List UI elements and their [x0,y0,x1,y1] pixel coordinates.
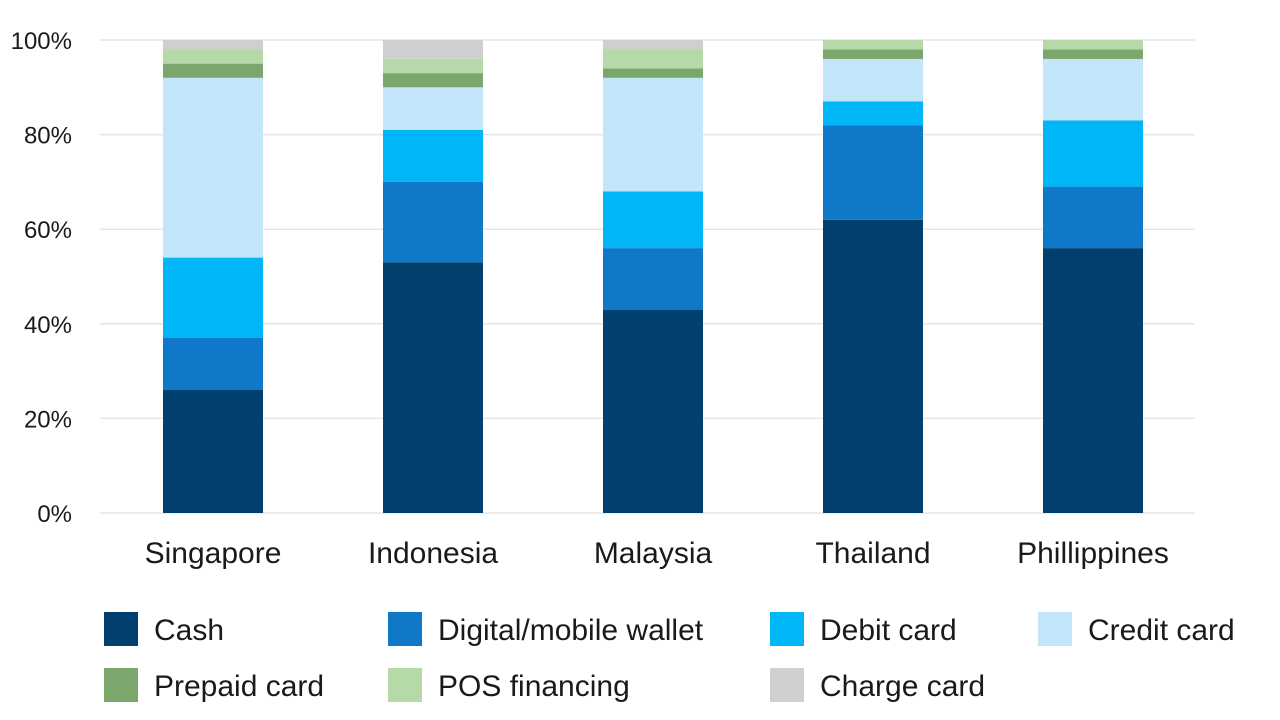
bar-segment-digital-mobile-wallet-malaysia [603,248,703,310]
x-axis-categories: Singapore Indonesia Malaysia Thailand Philli… [145,537,1169,570]
bar-segment-credit-card-phillippines [1043,58,1143,121]
legend-label: Prepaid card [154,670,324,703]
legend-label: Cash [154,614,224,647]
bar-segment-debit-card-singapore [163,257,263,338]
legend-swatch [104,668,138,702]
bar-segment-charge-card-malaysia [603,40,703,50]
y-tick-label: 40% [24,312,72,339]
bar-stack-indonesia [383,40,483,513]
legend-swatch [770,612,804,646]
bar-segment-prepaid-card-indonesia [383,73,483,88]
bar-segment-debit-card-thailand [823,101,923,126]
y-tick-label: 20% [24,406,72,433]
legend-item-pos-financing: POS financing [388,668,630,703]
bar-segment-digital-mobile-wallet-phillippines [1043,186,1143,249]
bar-segment-cash-phillippines [1043,248,1143,513]
bar-segment-cash-thailand [823,219,923,514]
bars [163,40,1143,514]
legend-swatch [388,668,422,702]
bar-segment-prepaid-card-malaysia [603,68,703,78]
bar-segment-pos-financing-malaysia [603,49,703,69]
bar-stack-malaysia [603,40,703,513]
bar-segment-prepaid-card-singapore [163,63,263,78]
legend-item-charge-card: Charge card [770,668,985,703]
x-category-label: Malaysia [594,537,713,570]
legend-label: POS financing [438,670,630,703]
legend-label: Charge card [820,670,985,703]
legend-label: Debit card [820,614,957,647]
bar-segment-pos-financing-indonesia [383,58,483,74]
bar-segment-digital-mobile-wallet-singapore [163,337,263,391]
bar-segment-credit-card-malaysia [603,77,703,192]
bar-segment-cash-indonesia [383,262,483,513]
legend-item-prepaid-card: Prepaid card [104,668,324,703]
legend-label: Credit card [1088,614,1235,647]
bar-segment-prepaid-card-thailand [823,49,923,59]
bar-segment-charge-card-indonesia [383,40,483,59]
bar-segment-prepaid-card-phillippines [1043,49,1143,59]
bar-segment-digital-mobile-wallet-thailand [823,125,923,220]
bar-segment-credit-card-thailand [823,58,923,102]
x-category-label: Phillippines [1017,537,1169,570]
y-axis-ticks: 0% 20% 40% 60% 80% 100% [11,28,72,528]
y-tick-label: 0% [37,501,72,528]
legend-label: Digital/mobile wallet [438,614,704,647]
bar-segment-pos-financing-phillippines [1043,40,1143,50]
legend-swatch [1038,612,1072,646]
y-tick-label: 60% [24,217,72,244]
bar-segment-credit-card-singapore [163,77,263,258]
bar-stack-thailand [823,40,923,514]
legend: Cash Digital/mobile wallet Debit card Credi… [104,612,1235,703]
legend-swatch [104,612,138,646]
legend-swatch [770,668,804,702]
bar-stack-phillippines [1043,40,1143,513]
y-tick-label: 80% [24,123,72,150]
x-category-label: Thailand [815,537,930,570]
bar-segment-cash-singapore [163,390,263,513]
legend-item-cash: Cash [104,612,224,647]
bar-stack-singapore [163,40,263,513]
legend-item-credit-card: Credit card [1038,612,1235,647]
bar-segment-debit-card-malaysia [603,191,703,249]
bar-segment-debit-card-indonesia [383,129,483,182]
bar-segment-pos-financing-thailand [823,40,923,50]
y-tick-label: 100% [11,28,72,55]
bar-segment-credit-card-indonesia [383,87,483,130]
bar-segment-pos-financing-singapore [163,49,263,64]
x-category-label: Indonesia [368,537,498,570]
x-category-label: Singapore [145,537,282,570]
legend-item-debit-card: Debit card [770,612,957,647]
legend-swatch [388,612,422,646]
bar-segment-debit-card-phillippines [1043,120,1143,187]
bar-segment-cash-malaysia [603,309,703,513]
bar-segment-charge-card-singapore [163,40,263,50]
legend-item-digital-mobile-wallet: Digital/mobile wallet [388,612,704,647]
bar-segment-digital-mobile-wallet-indonesia [383,181,483,263]
